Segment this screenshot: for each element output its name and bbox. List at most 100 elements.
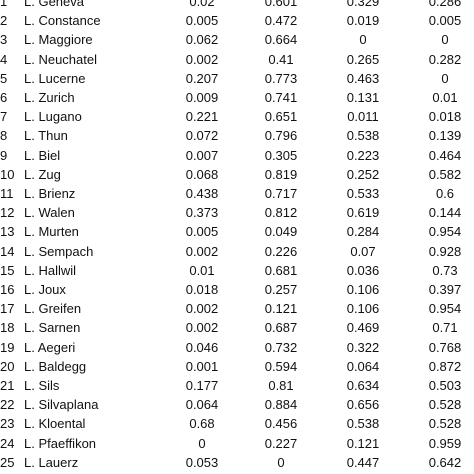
row-index: 4 [0,51,8,67]
row-index: 24 [0,435,15,451]
value-cell-col1: 0.053 [185,454,219,470]
value-cell-col4: 0.286 [428,0,462,9]
lake-name: L. Sils [24,378,60,394]
lake-name: L. Thun [24,128,68,144]
lake-name: L. Walen [24,205,75,221]
row-index: 14 [0,243,15,259]
value-cell-col4: 0.768 [428,339,462,355]
value-cell-col2: 0.681 [264,262,298,278]
value-cell-col2: 0.121 [264,301,298,317]
value-cell-col2: 0.732 [264,339,298,355]
row-index: 21 [0,378,15,394]
row-index: 6 [0,90,8,106]
value-cell-col4: 0.6 [435,186,455,202]
row-index: 12 [0,205,15,221]
value-cell-col3: 0.252 [346,166,380,182]
value-cell-col1: 0.002 [185,243,219,259]
value-cell-col3: 0.121 [346,435,380,451]
value-cell-col2: 0.796 [264,128,298,144]
value-cell-col1: 0.177 [185,378,219,394]
lake-name: L. Lugano [24,109,82,125]
value-cell-col2: 0.226 [264,243,298,259]
row-index: 7 [0,109,8,125]
lake-name: L. Sarnen [24,320,81,336]
value-cell-col4: 0.642 [428,454,462,470]
value-cell-col1: 0.072 [185,128,219,144]
value-cell-col3: 0.265 [346,51,380,67]
value-cell-col1: 0 [198,435,206,451]
value-cell-col4: 0.954 [428,224,462,240]
lake-name: L. Neuchatel [24,51,97,67]
value-cell-col4: 0.528 [428,416,462,432]
value-cell-col1: 0.046 [185,339,219,355]
row-index: 13 [0,224,15,240]
row-index: 5 [0,70,8,86]
value-cell-col1: 0.005 [185,13,219,29]
row-index: 1 [0,0,8,9]
value-cell-col4: 0 [441,70,449,86]
row-index: 9 [0,147,8,163]
value-cell-col3: 0.538 [346,416,380,432]
value-cell-col2: 0.456 [264,416,298,432]
row-index: 25 [0,454,15,470]
lake-name: L. Silvaplana [24,397,99,413]
lake-name: L. Baldegg [24,358,87,374]
value-cell-col3: 0.634 [346,378,380,394]
value-cell-col2: 0.41 [268,51,294,67]
value-cell-col2: 0.227 [264,435,298,451]
value-cell-col1: 0.007 [185,147,219,163]
value-cell-col3: 0.064 [346,358,380,374]
value-cell-col1: 0.68 [189,416,215,432]
lake-name: L. Greifen [24,301,82,317]
row-index: 16 [0,282,15,298]
value-cell-col3: 0.106 [346,282,380,298]
row-index: 17 [0,301,15,317]
value-cell-col1: 0.221 [185,109,219,125]
value-cell-col1: 0.002 [185,51,219,67]
value-cell-col1: 0.005 [185,224,219,240]
lake-name: L. Constance [24,13,101,29]
value-cell-col4: 0.582 [428,166,462,182]
value-cell-col3: 0.329 [346,0,380,9]
lake-name: L. Zurich [24,90,75,106]
row-index: 20 [0,358,15,374]
row-index: 22 [0,397,15,413]
value-cell-col2: 0.651 [264,109,298,125]
value-cell-col1: 0.009 [185,90,219,106]
value-cell-col2: 0.257 [264,282,298,298]
value-cell-col3: 0.322 [346,339,380,355]
lake-name: L. Brienz [24,186,76,202]
value-cell-col1: 0.01 [189,262,215,278]
row-index: 23 [0,416,15,432]
value-cell-col4: 0.71 [432,320,458,336]
value-cell-col3: 0.223 [346,147,380,163]
value-cell-col2: 0.594 [264,358,298,374]
lake-name: L. Maggiore [24,32,93,48]
lake-name: L. Sempach [24,243,94,259]
value-cell-col1: 0.02 [189,0,215,9]
value-cell-col3: 0.533 [346,186,380,202]
value-cell-col1: 0.438 [185,186,219,202]
lake-name: L. Lucerne [24,70,86,86]
value-cell-col3: 0.469 [346,320,380,336]
value-cell-col4: 0.954 [428,301,462,317]
value-cell-col2: 0.81 [268,378,294,394]
value-cell-col3: 0.07 [350,243,376,259]
row-index: 19 [0,339,15,355]
